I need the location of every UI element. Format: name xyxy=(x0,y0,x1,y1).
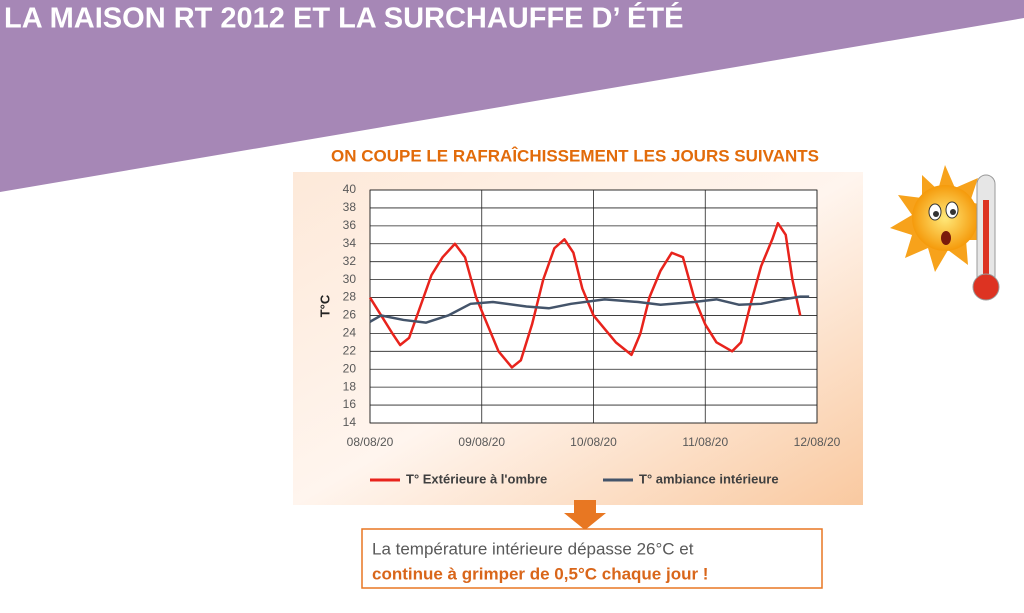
y-tick-label: 22 xyxy=(343,343,357,357)
plot: 14 16 18 20 22 24 26 28 30 32 34 36 38 40 08/08/20 09/0… xyxy=(343,182,841,486)
legend-label: T° ambiance intérieure xyxy=(639,471,779,486)
legend-label: T° Extérieure à l'ombre xyxy=(406,471,547,486)
y-tick-label: 36 xyxy=(343,218,357,232)
chart-title: ON COUPE LE RAFRAÎCHISSEMENT LES JOURS S… xyxy=(331,146,819,165)
y-tick-label: 20 xyxy=(343,361,357,375)
y-tick-label: 16 xyxy=(343,397,357,411)
y-tick-label: 14 xyxy=(343,415,357,429)
callout-text: continue à grimper de 0,5°C chaque jour … xyxy=(372,564,708,583)
banner xyxy=(0,0,1024,192)
x-tick-label: 11/08/20 xyxy=(682,435,728,449)
y-tick-label: 40 xyxy=(343,182,357,196)
y-tick-label: 32 xyxy=(343,254,357,268)
y-tick-label: 34 xyxy=(343,236,357,250)
x-tick-label: 12/08/20 xyxy=(794,435,841,449)
callout-text: La température intérieure dépasse 26°C e… xyxy=(372,539,694,558)
y-tick-label: 38 xyxy=(343,200,357,214)
y-tick-label: 28 xyxy=(343,290,357,304)
callout-box xyxy=(361,528,823,589)
y-tick-label: 24 xyxy=(343,326,357,340)
slide-title: LA MAISON RT 2012 ET LA SURCHAUFFE D’ ÉT… xyxy=(4,1,683,35)
x-tick-label: 08/08/20 xyxy=(347,435,394,449)
line xyxy=(369,295,810,324)
y-tick-label: 30 xyxy=(343,272,357,286)
x-tick-label: 09/08/20 xyxy=(458,435,505,449)
x-tick-label: 10/08/20 xyxy=(570,435,617,449)
sun-icon xyxy=(890,165,1000,301)
arrow xyxy=(564,500,606,530)
y-tick-label: 26 xyxy=(343,308,357,322)
y-tick-label: 18 xyxy=(343,379,357,393)
y-axis-label: T°C xyxy=(317,294,332,317)
